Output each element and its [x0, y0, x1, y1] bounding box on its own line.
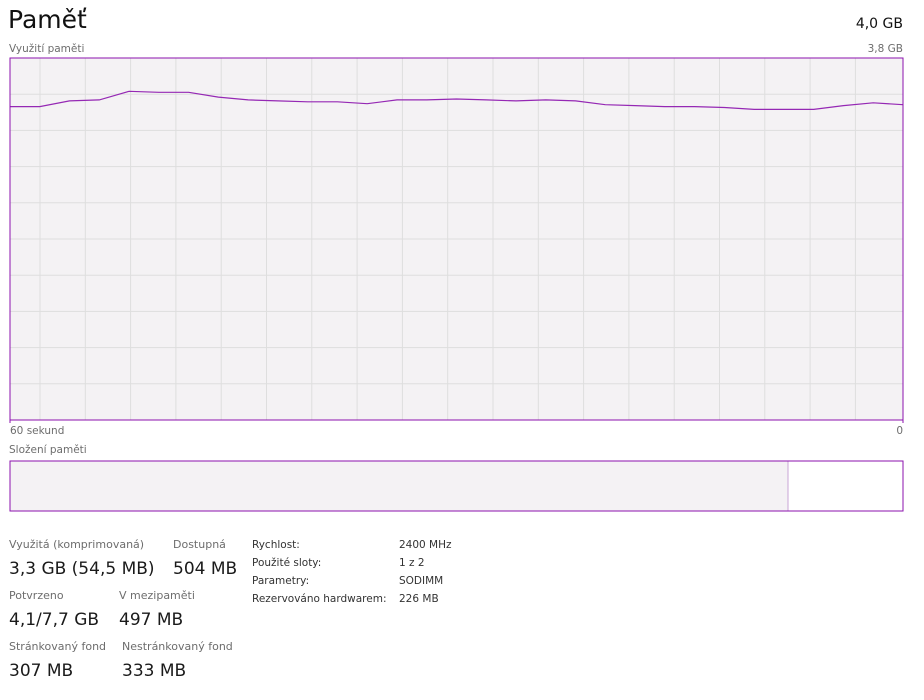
detail-label: Parametry: — [252, 575, 309, 587]
plot — [10, 90, 904, 110]
stat-value: 307 MB — [9, 661, 73, 681]
in-use-segment — [10, 461, 788, 511]
stat-label: Nestránkovaný fond — [122, 640, 233, 653]
total-memory: 4,0 GB — [856, 16, 903, 32]
stat-value: 4,1/7,7 GB — [9, 610, 99, 630]
detail-label: Použité sloty: — [252, 557, 321, 569]
detail-value: SODIMM — [399, 575, 443, 587]
stats: Využitá (komprimovaná) 3,3 GB (54,5 MB) Do… — [9, 538, 237, 681]
stat-value: 504 MB — [173, 559, 237, 579]
stat-label: Potvrzeno — [9, 589, 64, 602]
stat-value: 333 MB — [122, 661, 186, 681]
detail-value: 226 MB — [399, 593, 439, 605]
composition-title: Složení paměti — [9, 444, 87, 456]
stat-value: 3,3 GB (54,5 MB) — [9, 559, 155, 579]
stat-label: Stránkovaný fond — [9, 640, 106, 653]
x-tick-label: 60 sekund — [10, 425, 64, 437]
chart-title: Využití paměti — [9, 43, 84, 55]
stat-label: Dostupná — [173, 538, 226, 551]
title: Paměť — [8, 5, 87, 34]
detail-label: Rezervováno hardwarem: — [252, 593, 387, 605]
stat-label: V mezipaměti — [119, 589, 195, 602]
details: Rychlost: 2400 MHz Použité sloty: 1 z 2 Para… — [252, 539, 452, 605]
graph-border — [9, 57, 904, 421]
detail-value: 1 z 2 — [399, 557, 425, 569]
composition-border — [9, 460, 904, 512]
x-tick-label: 0 — [896, 425, 903, 437]
grid — [10, 58, 903, 420]
stat-label: Využitá (komprimovaná) — [9, 538, 144, 551]
detail-label: Rychlost: — [252, 539, 300, 551]
usage-line — [10, 90, 904, 110]
detail-value: 2400 MHz — [399, 539, 452, 551]
y-tick-label: 3,8 GB — [868, 43, 903, 55]
stat-value: 497 MB — [119, 610, 183, 630]
